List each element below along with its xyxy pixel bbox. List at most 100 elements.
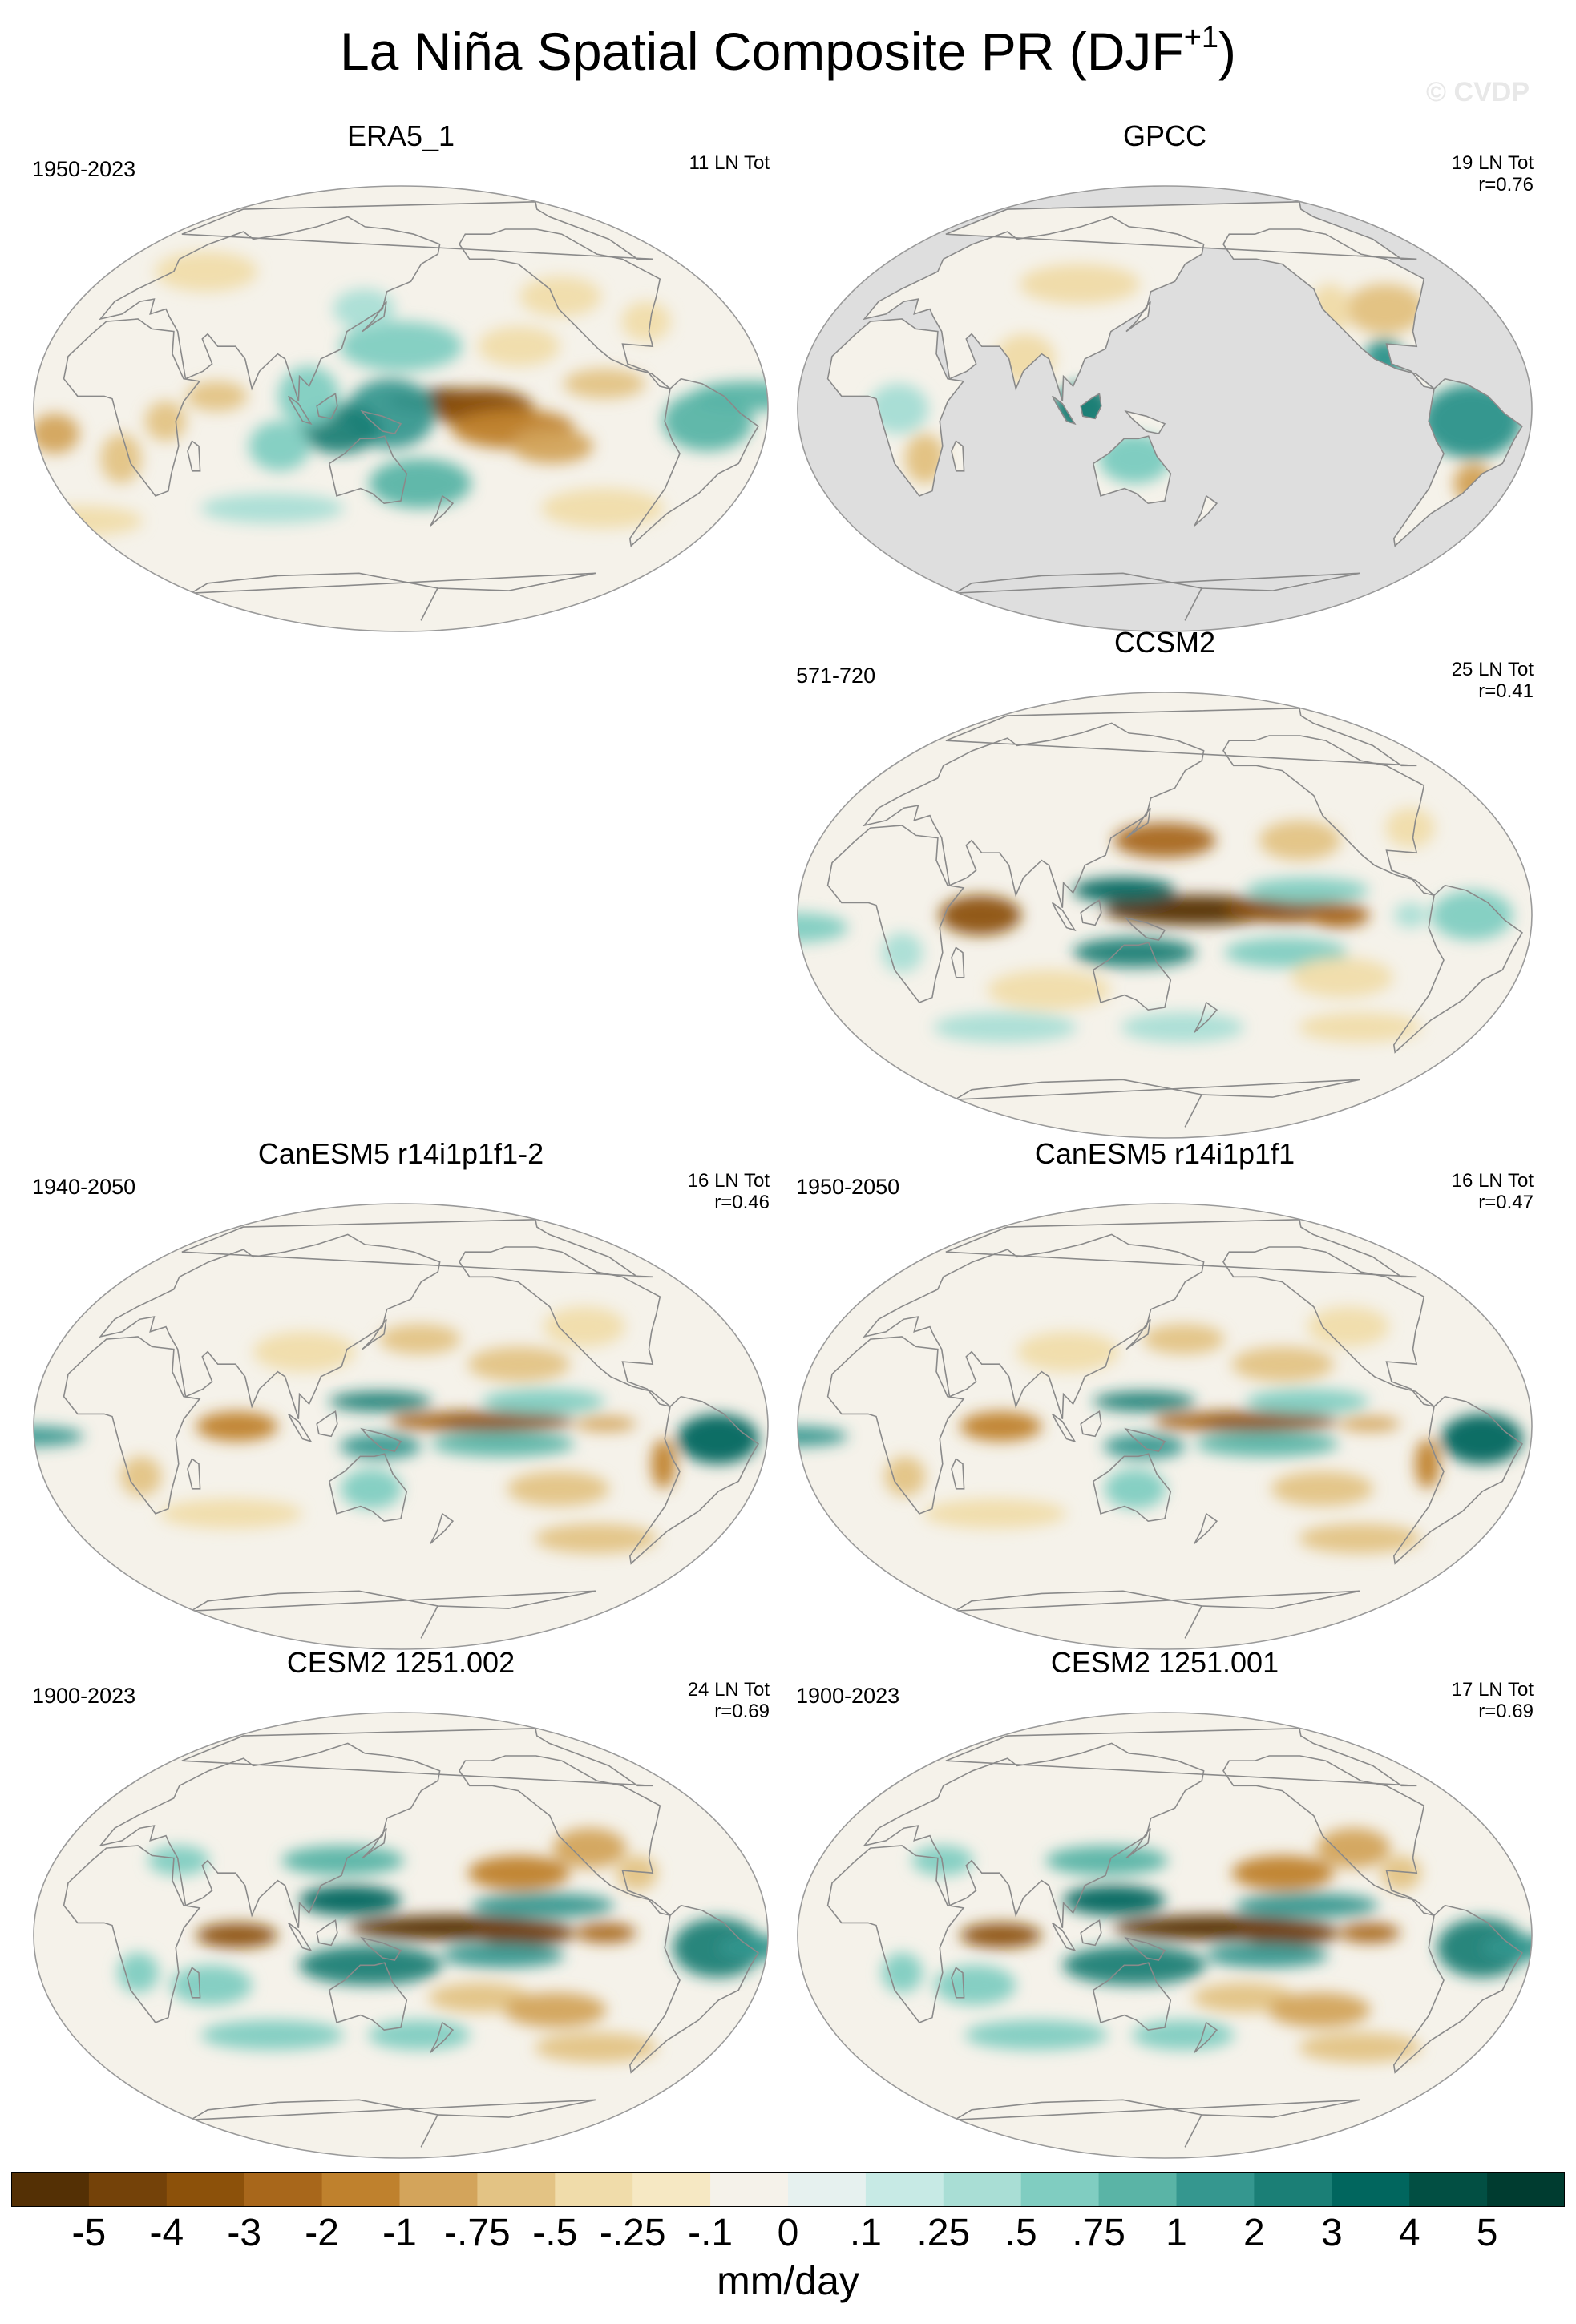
colorbar-frame xyxy=(11,2172,1565,2207)
coastline-antarctica xyxy=(190,572,596,621)
panel-stats: 16 LN Tot r=0.47 xyxy=(1452,1170,1534,1213)
anomaly-blob xyxy=(170,1965,253,2006)
anomaly-blob xyxy=(987,970,1110,1011)
event-count: 17 LN Tot xyxy=(1451,1679,1534,1701)
anomaly-blob xyxy=(933,1012,1077,1043)
anomaly-blob xyxy=(575,1923,636,1943)
coastline-north-america xyxy=(1222,228,1435,389)
coastline-south-america xyxy=(628,1904,759,2074)
anomaly-blob xyxy=(1298,2032,1421,2063)
anomaly-blob xyxy=(200,493,345,524)
colorbar-tick-label: .75 xyxy=(1072,2212,1125,2254)
map-panel-cesm2b: CESM2 1251.002 1900-2023 24 LN Tot r=0.69 xyxy=(32,1647,770,2159)
anomaly-blob xyxy=(1380,1855,1422,1890)
coastline-new-zealand xyxy=(430,2021,455,2053)
anomaly-blob xyxy=(186,381,248,412)
colorbar-tick-label: -1 xyxy=(382,2212,417,2254)
map-panel-canesm5b: CanESM5 r14i1p1f1-2 1940-2050 16 LN Tot r=0… xyxy=(32,1138,770,1650)
anomaly-blob xyxy=(563,369,645,399)
anomaly-blob xyxy=(717,1935,768,1961)
colorbar-tick-label: 2 xyxy=(1243,2212,1265,2254)
anomaly-blob xyxy=(368,2019,471,2051)
anomaly-blob xyxy=(253,1331,356,1372)
coastline-europe-asia xyxy=(99,1233,441,1419)
anomaly-blob xyxy=(100,434,142,484)
cvdp-watermark: © CVDP xyxy=(1426,77,1530,107)
coastline-borneo xyxy=(316,1410,338,1438)
coastline-sumatra xyxy=(1051,395,1077,426)
anomaly-blob xyxy=(1481,1935,1532,1961)
map-border xyxy=(33,1712,769,2159)
anomaly-blob xyxy=(1231,1346,1335,1382)
coastline-new-zealand xyxy=(430,494,455,527)
anomaly-blob xyxy=(1246,878,1369,903)
anomaly-blob xyxy=(378,1324,461,1354)
anomaly-blob xyxy=(329,1391,432,1412)
panel-stats: 25 LN Tot r=0.41 xyxy=(1452,659,1534,702)
anomaly-blob xyxy=(1195,1431,1339,1457)
anomaly-blob xyxy=(369,458,471,509)
anomaly-blob xyxy=(881,932,923,973)
anomaly-blob xyxy=(960,1411,1042,1442)
anomaly-blob xyxy=(534,2032,657,2063)
pattern-correlation: r=0.47 xyxy=(1478,1192,1534,1213)
coastline-japan xyxy=(1125,301,1151,333)
coastline-north-america xyxy=(1222,1755,1435,1916)
coastline-new-guinea xyxy=(360,410,402,434)
anomaly-blob xyxy=(1246,1389,1369,1414)
event-count: 25 LN Tot xyxy=(1451,659,1534,680)
colorbar-swatch xyxy=(943,2172,1022,2207)
coastline-north-america xyxy=(1222,1246,1435,1407)
colorbar-tick-label: 3 xyxy=(1320,2212,1343,2254)
anomaly-blob xyxy=(1019,264,1140,305)
anomaly-blob xyxy=(467,1346,571,1382)
anomaly-blob xyxy=(1339,1416,1400,1432)
anomaly-blob xyxy=(673,1918,763,1978)
anomaly-blob xyxy=(340,1468,402,1509)
anomaly-blob xyxy=(155,252,258,292)
coastline-africa xyxy=(63,1845,201,2023)
anomaly-blob xyxy=(1259,820,1341,861)
pattern-correlation: r=0.69 xyxy=(1478,1701,1534,1722)
coastline-australia xyxy=(1092,435,1172,505)
coastline-new-zealand xyxy=(1194,2021,1218,2053)
coastline-australia xyxy=(328,435,408,505)
coastline-antarctica xyxy=(954,2099,1360,2148)
colorbar-tick-label: 1 xyxy=(1166,2212,1187,2254)
coastline-borneo xyxy=(1080,392,1102,420)
coastline-new-guinea xyxy=(1124,916,1166,941)
anomaly-blob xyxy=(1121,1012,1244,1043)
coastline-madagascar xyxy=(187,1967,201,1999)
coastlines xyxy=(826,707,1523,1128)
coastline-new-zealand xyxy=(430,1512,455,1544)
colorbar-tick-label: -.25 xyxy=(599,2212,666,2254)
anomaly-blob xyxy=(575,1416,636,1432)
map-border xyxy=(33,185,769,632)
coastline-japan xyxy=(1125,1827,1151,1859)
colorbar-swatch xyxy=(1409,2172,1488,2207)
anomaly-blob xyxy=(428,1983,531,2013)
coastline-africa xyxy=(826,1845,965,2023)
anomaly-blob xyxy=(1093,1391,1196,1412)
anomaly-blob xyxy=(1231,1855,1335,1890)
panel-stats: 24 LN Tot r=0.69 xyxy=(688,1679,770,1722)
anomaly-blob xyxy=(504,1992,607,2028)
coastline-north-america xyxy=(459,1246,671,1407)
coastline-sumatra xyxy=(287,395,313,426)
coastline-europe-asia xyxy=(863,216,1205,401)
map-panel-gpcc: GPCC 19 LN Tot r=0.76 xyxy=(796,120,1534,632)
anomaly-blob xyxy=(964,2019,1109,2051)
colorbar-tick-label: 0 xyxy=(777,2212,799,2254)
colorbar-tick-label: 5 xyxy=(1476,2212,1498,2254)
anomaly-blob xyxy=(1224,938,1348,968)
colorbar-swatch xyxy=(1254,2172,1332,2207)
panel-title: CanESM5 r14i1p1f1 xyxy=(1034,1137,1295,1170)
coastline-south-america xyxy=(628,377,759,547)
anomaly-blob xyxy=(923,1499,1067,1529)
coastline-sumatra xyxy=(1051,1922,1077,1952)
coastline-antarctica xyxy=(190,1590,596,1639)
anomaly-blob xyxy=(159,1499,303,1529)
event-count: 16 LN Tot xyxy=(1451,1170,1534,1192)
anomaly-blob xyxy=(281,1846,405,1876)
map-ccsm2 xyxy=(797,692,1533,1139)
